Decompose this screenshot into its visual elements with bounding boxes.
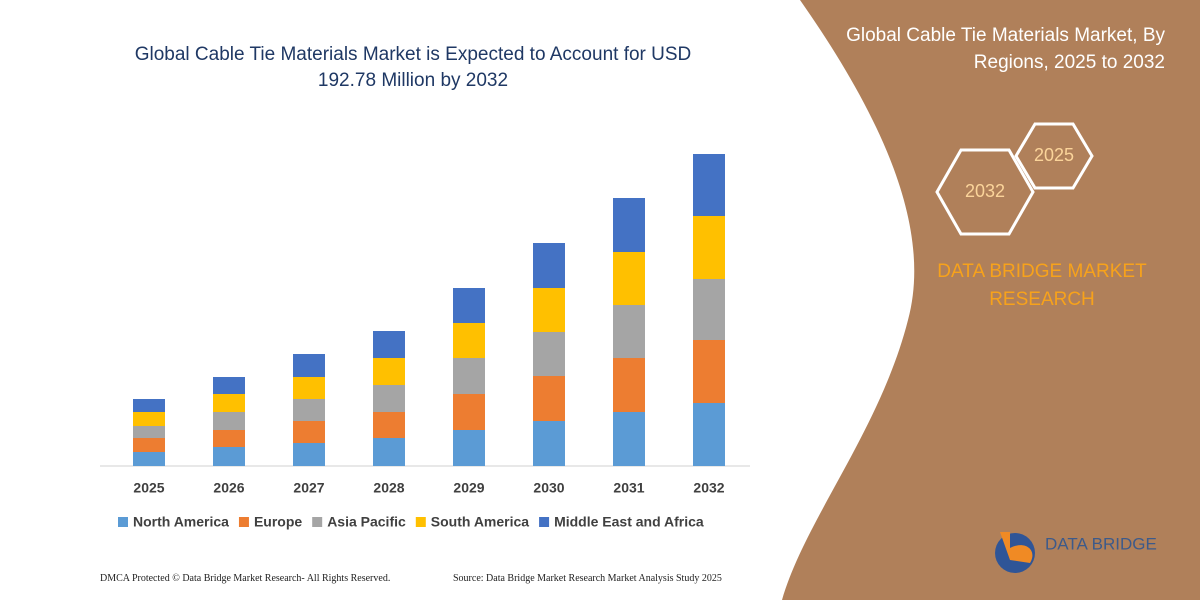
bar-segment [533, 288, 565, 332]
brand-text: DATA BRIDGE MARKET RESEARCH [937, 261, 1147, 310]
logo-mark [1000, 532, 1033, 563]
bar-segment [373, 358, 405, 385]
legend-swatch [238, 517, 249, 527]
legend-label: South America [431, 514, 529, 530]
bar-segment [613, 198, 645, 252]
bar-segment [453, 430, 485, 466]
bar-segment [293, 421, 325, 443]
x-tick-label: 2032 [693, 480, 724, 496]
bar-segment [693, 154, 725, 216]
bar-segment [293, 399, 325, 421]
legend-label: Europe [254, 514, 302, 530]
x-tick-label: 2027 [293, 480, 324, 496]
bar-segment [133, 452, 165, 466]
x-tick-label: 2028 [373, 480, 404, 496]
bar-segment [373, 385, 405, 412]
badge-text: 2032 [965, 181, 1005, 201]
bar-segment [613, 358, 645, 412]
bar-segment [213, 412, 245, 430]
chart-title: Global Cable Tie Materials Market is Exp… [134, 44, 692, 91]
bar-segment [693, 279, 725, 340]
bar-segment [213, 394, 245, 412]
legend-swatch [118, 517, 128, 527]
bar-segment [453, 288, 485, 323]
bar-segment [293, 377, 325, 399]
bar-segment [133, 438, 165, 452]
legend-swatch [539, 517, 550, 527]
bar-segment [133, 412, 165, 426]
bar-segment [613, 412, 645, 466]
bar-segment [533, 332, 565, 376]
badge-hexagon [935, 148, 1035, 236]
bar-segment [213, 430, 245, 447]
bar-segment [133, 426, 165, 438]
legend-swatch [312, 517, 323, 527]
bar-segment [213, 447, 245, 466]
x-tick-label: 2025 [133, 480, 164, 496]
legend-label: Asia Pacific [327, 514, 406, 530]
side-title: Global Cable Tie Materials Market, By Re… [846, 25, 1165, 73]
badge-text: 2025 [1034, 145, 1074, 165]
bar-segment [693, 403, 725, 466]
bar-segment [133, 399, 165, 412]
x-tick-label: 2030 [533, 480, 564, 496]
bar-segment [453, 394, 485, 430]
bar-segment [533, 376, 565, 421]
x-tick-label: 2029 [453, 480, 484, 496]
bar-segment [373, 412, 405, 438]
legend-swatch [415, 517, 426, 527]
logo-text: DATA BRIDGE [1045, 534, 1157, 553]
bar-segment [453, 323, 485, 358]
bar-segment [453, 358, 485, 394]
bar-segment [293, 443, 325, 466]
x-tick-label: 2026 [213, 480, 244, 496]
bar-segment [693, 216, 725, 279]
bar-segment [533, 243, 565, 288]
bar-segment [293, 354, 325, 377]
bar-segment [533, 421, 565, 466]
bar-segment [613, 252, 645, 305]
bar-segment [613, 305, 645, 358]
bar-segment [213, 377, 245, 394]
legend-label: Middle East and Africa [554, 514, 704, 530]
bar-segment [373, 331, 405, 358]
x-tick-label: 2031 [613, 480, 644, 496]
bar-segment [373, 438, 405, 466]
bar-segment [693, 340, 725, 403]
copyright: DMCA Protected © Data Bridge Market Rese… [100, 573, 391, 584]
source: Source: Data Bridge Market Research Mark… [453, 573, 722, 584]
badge-hexagon [1014, 122, 1094, 190]
legend-label: North America [133, 514, 229, 530]
side-panel-bg [782, 0, 1200, 600]
